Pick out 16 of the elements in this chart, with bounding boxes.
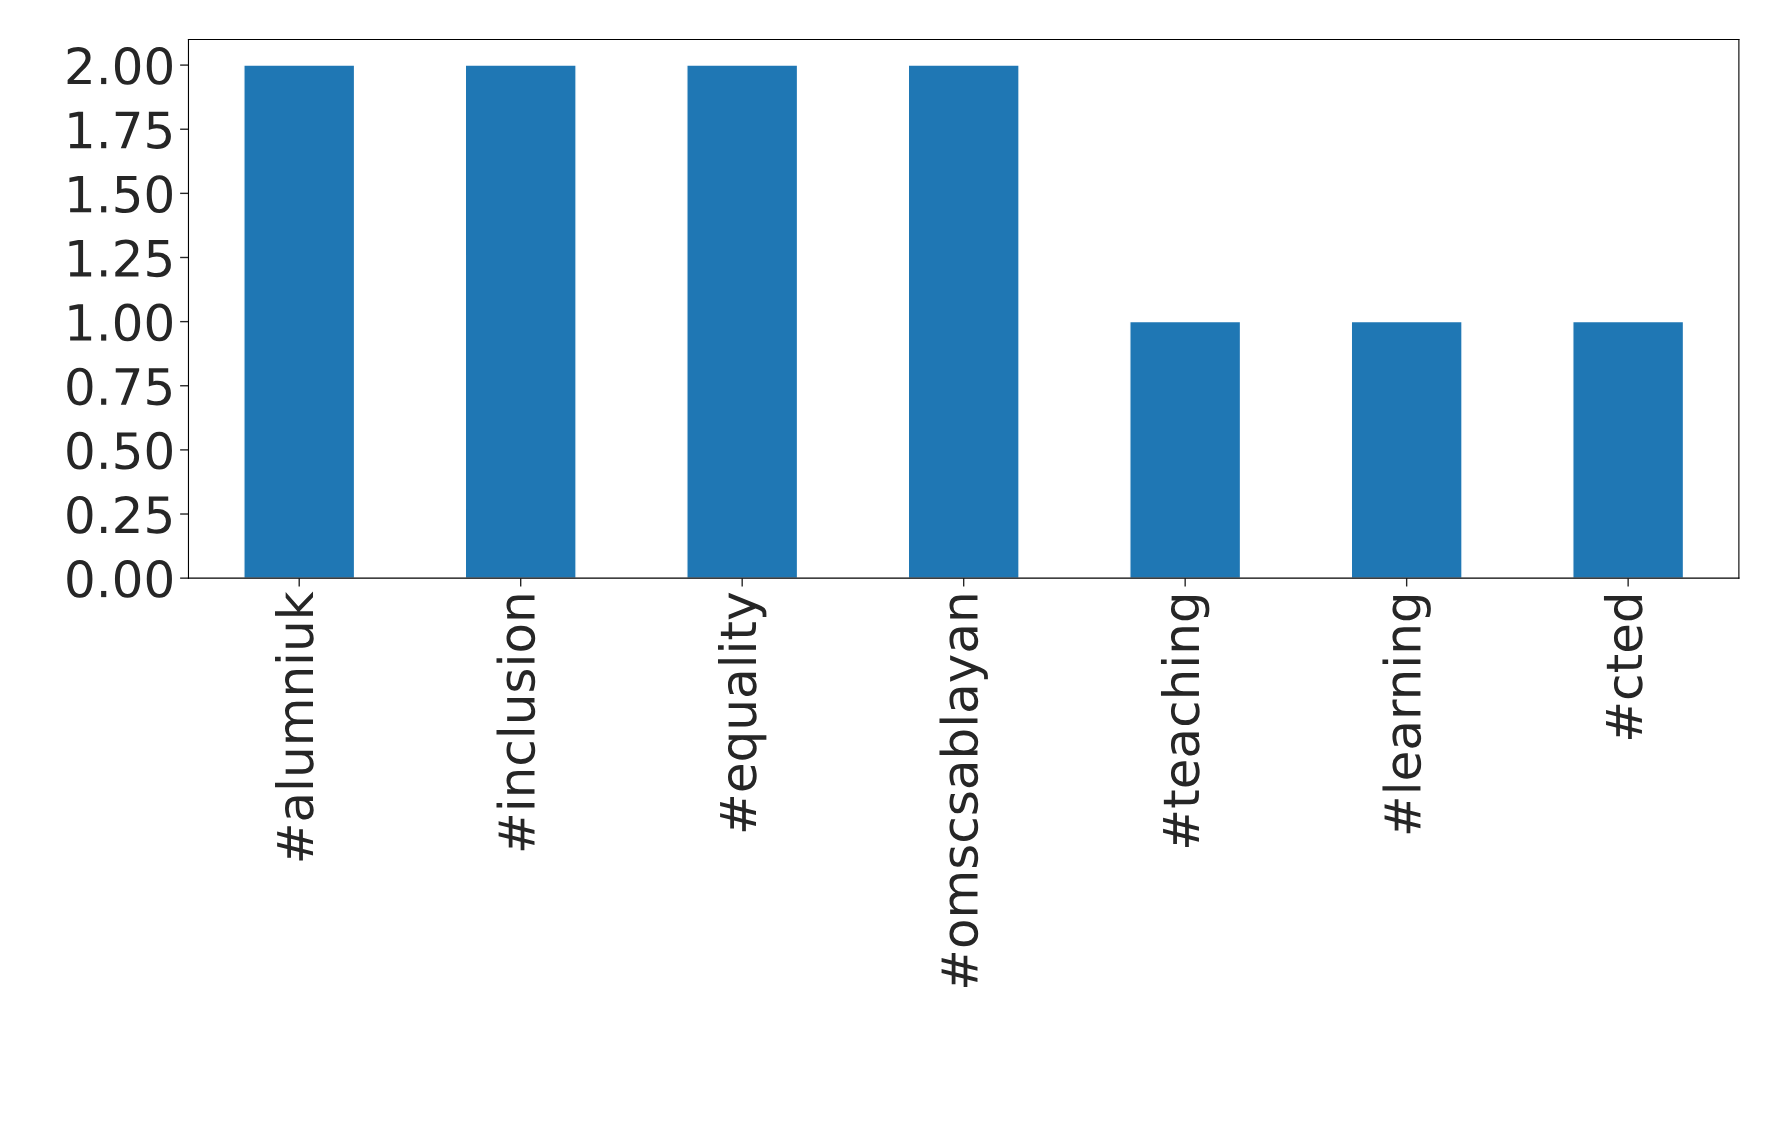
y-tick-label: 2.00 [67, 46, 172, 85]
y-tick-label: 1.50 [69, 175, 172, 214]
y-tick-label: 1.75 [69, 111, 171, 149]
y-tick-label: 1.25 [69, 239, 171, 278]
y-tick-label: 0.00 [67, 560, 172, 598]
x-tick-label: #alumniuk [275, 591, 314, 861]
y-tick-label: 1.00 [69, 303, 172, 342]
y-tick-label: 0.50 [67, 431, 172, 470]
x-tick-label: #learning [1382, 595, 1431, 834]
x-tick-label: #teaching [1160, 595, 1210, 847]
x-tick-label: #omscsablayan [939, 595, 988, 988]
x-tick-label: #cted [1603, 595, 1643, 739]
x-tick-label: #inclusion [496, 595, 536, 851]
y-tick-label: 0.75 [67, 367, 171, 406]
y-tick-label: 0.25 [67, 495, 171, 534]
x-tick-label: #equality [717, 592, 767, 832]
